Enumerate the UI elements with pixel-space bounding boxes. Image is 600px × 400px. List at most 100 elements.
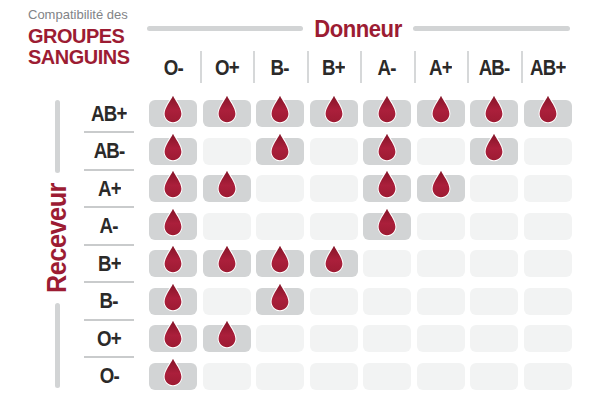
- blood-drop-icon: [215, 168, 238, 200]
- row-separator: [84, 131, 134, 133]
- column-divider: [414, 51, 416, 83]
- cell-AB+-from-A+-compatible: [417, 100, 465, 127]
- cell-A+-from-AB+-empty: [524, 175, 572, 202]
- cell-B+-from-O--compatible: [149, 250, 197, 277]
- cell-A+-from-B--empty: [256, 175, 304, 202]
- cell-B--from-A+-empty: [417, 288, 465, 315]
- receiver-label-text: O-: [99, 363, 118, 389]
- cell-B+-from-AB+-empty: [524, 250, 572, 277]
- cell-B--from-B+-empty: [310, 288, 358, 315]
- cell-AB--from-B--compatible: [256, 138, 304, 165]
- cell-B+-from-B+-compatible: [310, 250, 358, 277]
- donor-axis-label: Donneur: [307, 15, 408, 43]
- receiver-label-text: B+: [98, 251, 121, 277]
- column-divider: [307, 51, 309, 83]
- donor-header-label: AB-: [479, 55, 510, 81]
- blood-drop-icon: [429, 93, 452, 125]
- row-separator: [84, 206, 134, 208]
- blood-drop-icon: [269, 243, 292, 275]
- cell-AB--from-AB+-empty: [524, 138, 572, 165]
- blood-drop-icon: [162, 318, 185, 350]
- blood-drop-icon: [376, 131, 399, 163]
- cell-AB--from-B+-empty: [310, 138, 358, 165]
- cell-AB+-from-A--compatible: [363, 100, 411, 127]
- cell-AB+-from-B--compatible: [256, 100, 304, 127]
- cell-O+-from-O--compatible: [149, 325, 197, 352]
- cell-B--from-A--empty: [363, 288, 411, 315]
- cell-A--from-O--compatible: [149, 213, 197, 240]
- donor-header-label: A+: [429, 55, 452, 81]
- cell-O+-from-O+-compatible: [203, 325, 251, 352]
- receiver-label-O+: O+: [83, 325, 135, 352]
- cell-AB--from-O--compatible: [149, 138, 197, 165]
- blood-drop-icon: [483, 131, 506, 163]
- cell-AB+-from-O+-compatible: [203, 100, 251, 127]
- cell-B+-from-O+-compatible: [203, 250, 251, 277]
- column-divider: [200, 51, 202, 83]
- cell-A+-from-AB--empty: [470, 175, 518, 202]
- donor-header-label: O-: [163, 55, 182, 81]
- donor-header-label: A-: [378, 55, 396, 81]
- blood-drop-icon: [376, 206, 399, 238]
- cell-O+-from-B--empty: [256, 325, 304, 352]
- donor-header-label: B+: [322, 55, 345, 81]
- cell-A--from-A--compatible: [363, 213, 411, 240]
- blood-drop-icon: [269, 281, 292, 313]
- title-line2: SANGUINS: [28, 46, 130, 67]
- cell-A--from-AB+-empty: [524, 213, 572, 240]
- cell-B+-from-B--compatible: [256, 250, 304, 277]
- cell-AB+-from-AB--compatible: [470, 100, 518, 127]
- cell-O--from-A--empty: [363, 363, 411, 390]
- cell-AB--from-O+-empty: [203, 138, 251, 165]
- donor-axis-line-left: [147, 26, 303, 31]
- cell-B--from-O--compatible: [149, 288, 197, 315]
- receiver-label-text: O+: [97, 326, 121, 352]
- cell-O--from-O--compatible: [149, 363, 197, 390]
- cell-O--from-B--empty: [256, 363, 304, 390]
- cell-B--from-O+-empty: [203, 288, 251, 315]
- column-divider: [467, 51, 469, 83]
- blood-drop-icon: [376, 168, 399, 200]
- cell-O--from-B+-empty: [310, 363, 358, 390]
- donor-header-A+: A+: [417, 54, 465, 82]
- receiver-label-text: B-: [100, 288, 118, 314]
- cell-O--from-A+-empty: [417, 363, 465, 390]
- blood-drop-icon: [483, 93, 506, 125]
- blood-drop-icon: [215, 243, 238, 275]
- cell-O--from-AB--empty: [470, 363, 518, 390]
- receiver-label-B+: B+: [83, 250, 135, 277]
- title-line1: GROUPES: [28, 25, 130, 46]
- cell-AB--from-AB--compatible: [470, 138, 518, 165]
- receiver-label-text: A+: [98, 176, 121, 202]
- cell-AB+-from-AB+-compatible: [524, 100, 572, 127]
- column-divider: [521, 51, 523, 83]
- cell-A+-from-A--compatible: [363, 175, 411, 202]
- donor-header-O-: O-: [149, 54, 197, 82]
- row-separator: [84, 319, 134, 321]
- cell-AB--from-A--compatible: [363, 138, 411, 165]
- donor-header-AB-: AB-: [470, 54, 518, 82]
- cell-B--from-AB+-empty: [524, 288, 572, 315]
- cell-A--from-B+-empty: [310, 213, 358, 240]
- blood-drop-icon: [269, 131, 292, 163]
- receiver-axis-label: Receveur: [41, 183, 73, 293]
- cell-A--from-AB--empty: [470, 213, 518, 240]
- cell-AB+-from-B+-compatible: [310, 100, 358, 127]
- blood-drop-icon: [429, 168, 452, 200]
- cell-B+-from-AB--empty: [470, 250, 518, 277]
- donor-header-label: B-: [271, 55, 289, 81]
- title-kicker: Compatibilité des: [28, 7, 135, 22]
- row-separator: [84, 281, 134, 283]
- cell-O+-from-A--empty: [363, 325, 411, 352]
- blood-drop-icon: [162, 168, 185, 200]
- blood-compatibility-chart: Compatibilité des GROUPES SANGUINS Donne…: [0, 0, 600, 400]
- receiver-axis-line-bottom: [55, 303, 60, 388]
- cell-O+-from-AB--empty: [470, 325, 518, 352]
- receiver-label-text: AB+: [91, 101, 126, 127]
- blood-drop-icon: [215, 318, 238, 350]
- donor-header-B-: B-: [256, 54, 304, 82]
- cell-A--from-O+-empty: [203, 213, 251, 240]
- receiver-label-text: A-: [100, 213, 118, 239]
- receiver-label-B-: B-: [83, 288, 135, 315]
- cell-A+-from-O--compatible: [149, 175, 197, 202]
